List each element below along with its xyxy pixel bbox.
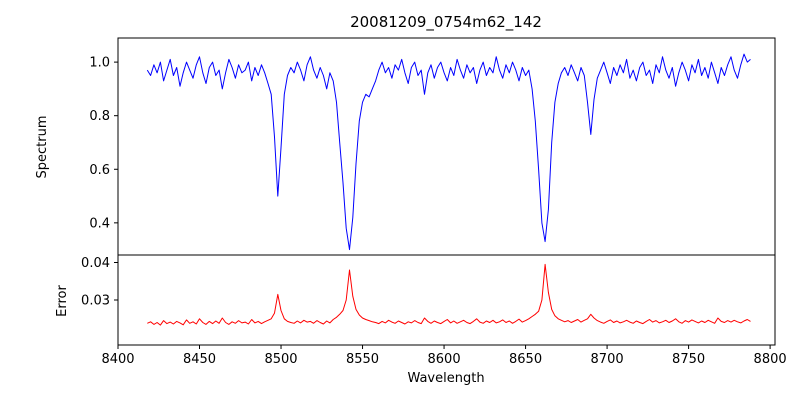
x-tick-label: 8750 — [672, 352, 705, 367]
y-tick-label: 1.0 — [89, 56, 110, 71]
spectrum-line — [146, 53, 751, 251]
x-tick-label: 8700 — [591, 352, 624, 367]
y-tick-label: 0.04 — [81, 256, 110, 271]
x-tick-label: 8450 — [183, 352, 216, 367]
y-tick-label: 0.6 — [89, 163, 110, 178]
error-panel: 0.03 0.04 8400 8450 8500 8550 8600 8650 8700 8750… — [81, 254, 787, 367]
y-tick-label: 0.03 — [81, 294, 110, 309]
x-tick-label: 8500 — [264, 352, 297, 367]
plot-title: 20081209_0754m62_142 — [350, 13, 542, 32]
x-axis-label: Wavelength — [407, 371, 484, 386]
error-y-axis-label: Error — [55, 285, 70, 317]
y-tick-label: 0.4 — [89, 216, 110, 231]
x-tick-label: 8650 — [509, 352, 542, 367]
x-tick-label: 8400 — [101, 352, 134, 367]
y-tick-label: 0.8 — [89, 109, 110, 124]
error-line — [147, 263, 751, 326]
x-tick-label: 8600 — [428, 352, 461, 367]
x-tick-label: 8800 — [754, 352, 787, 367]
x-tick-label: 8550 — [346, 352, 379, 367]
spectrum-y-axis-label: Spectrum — [35, 116, 50, 179]
